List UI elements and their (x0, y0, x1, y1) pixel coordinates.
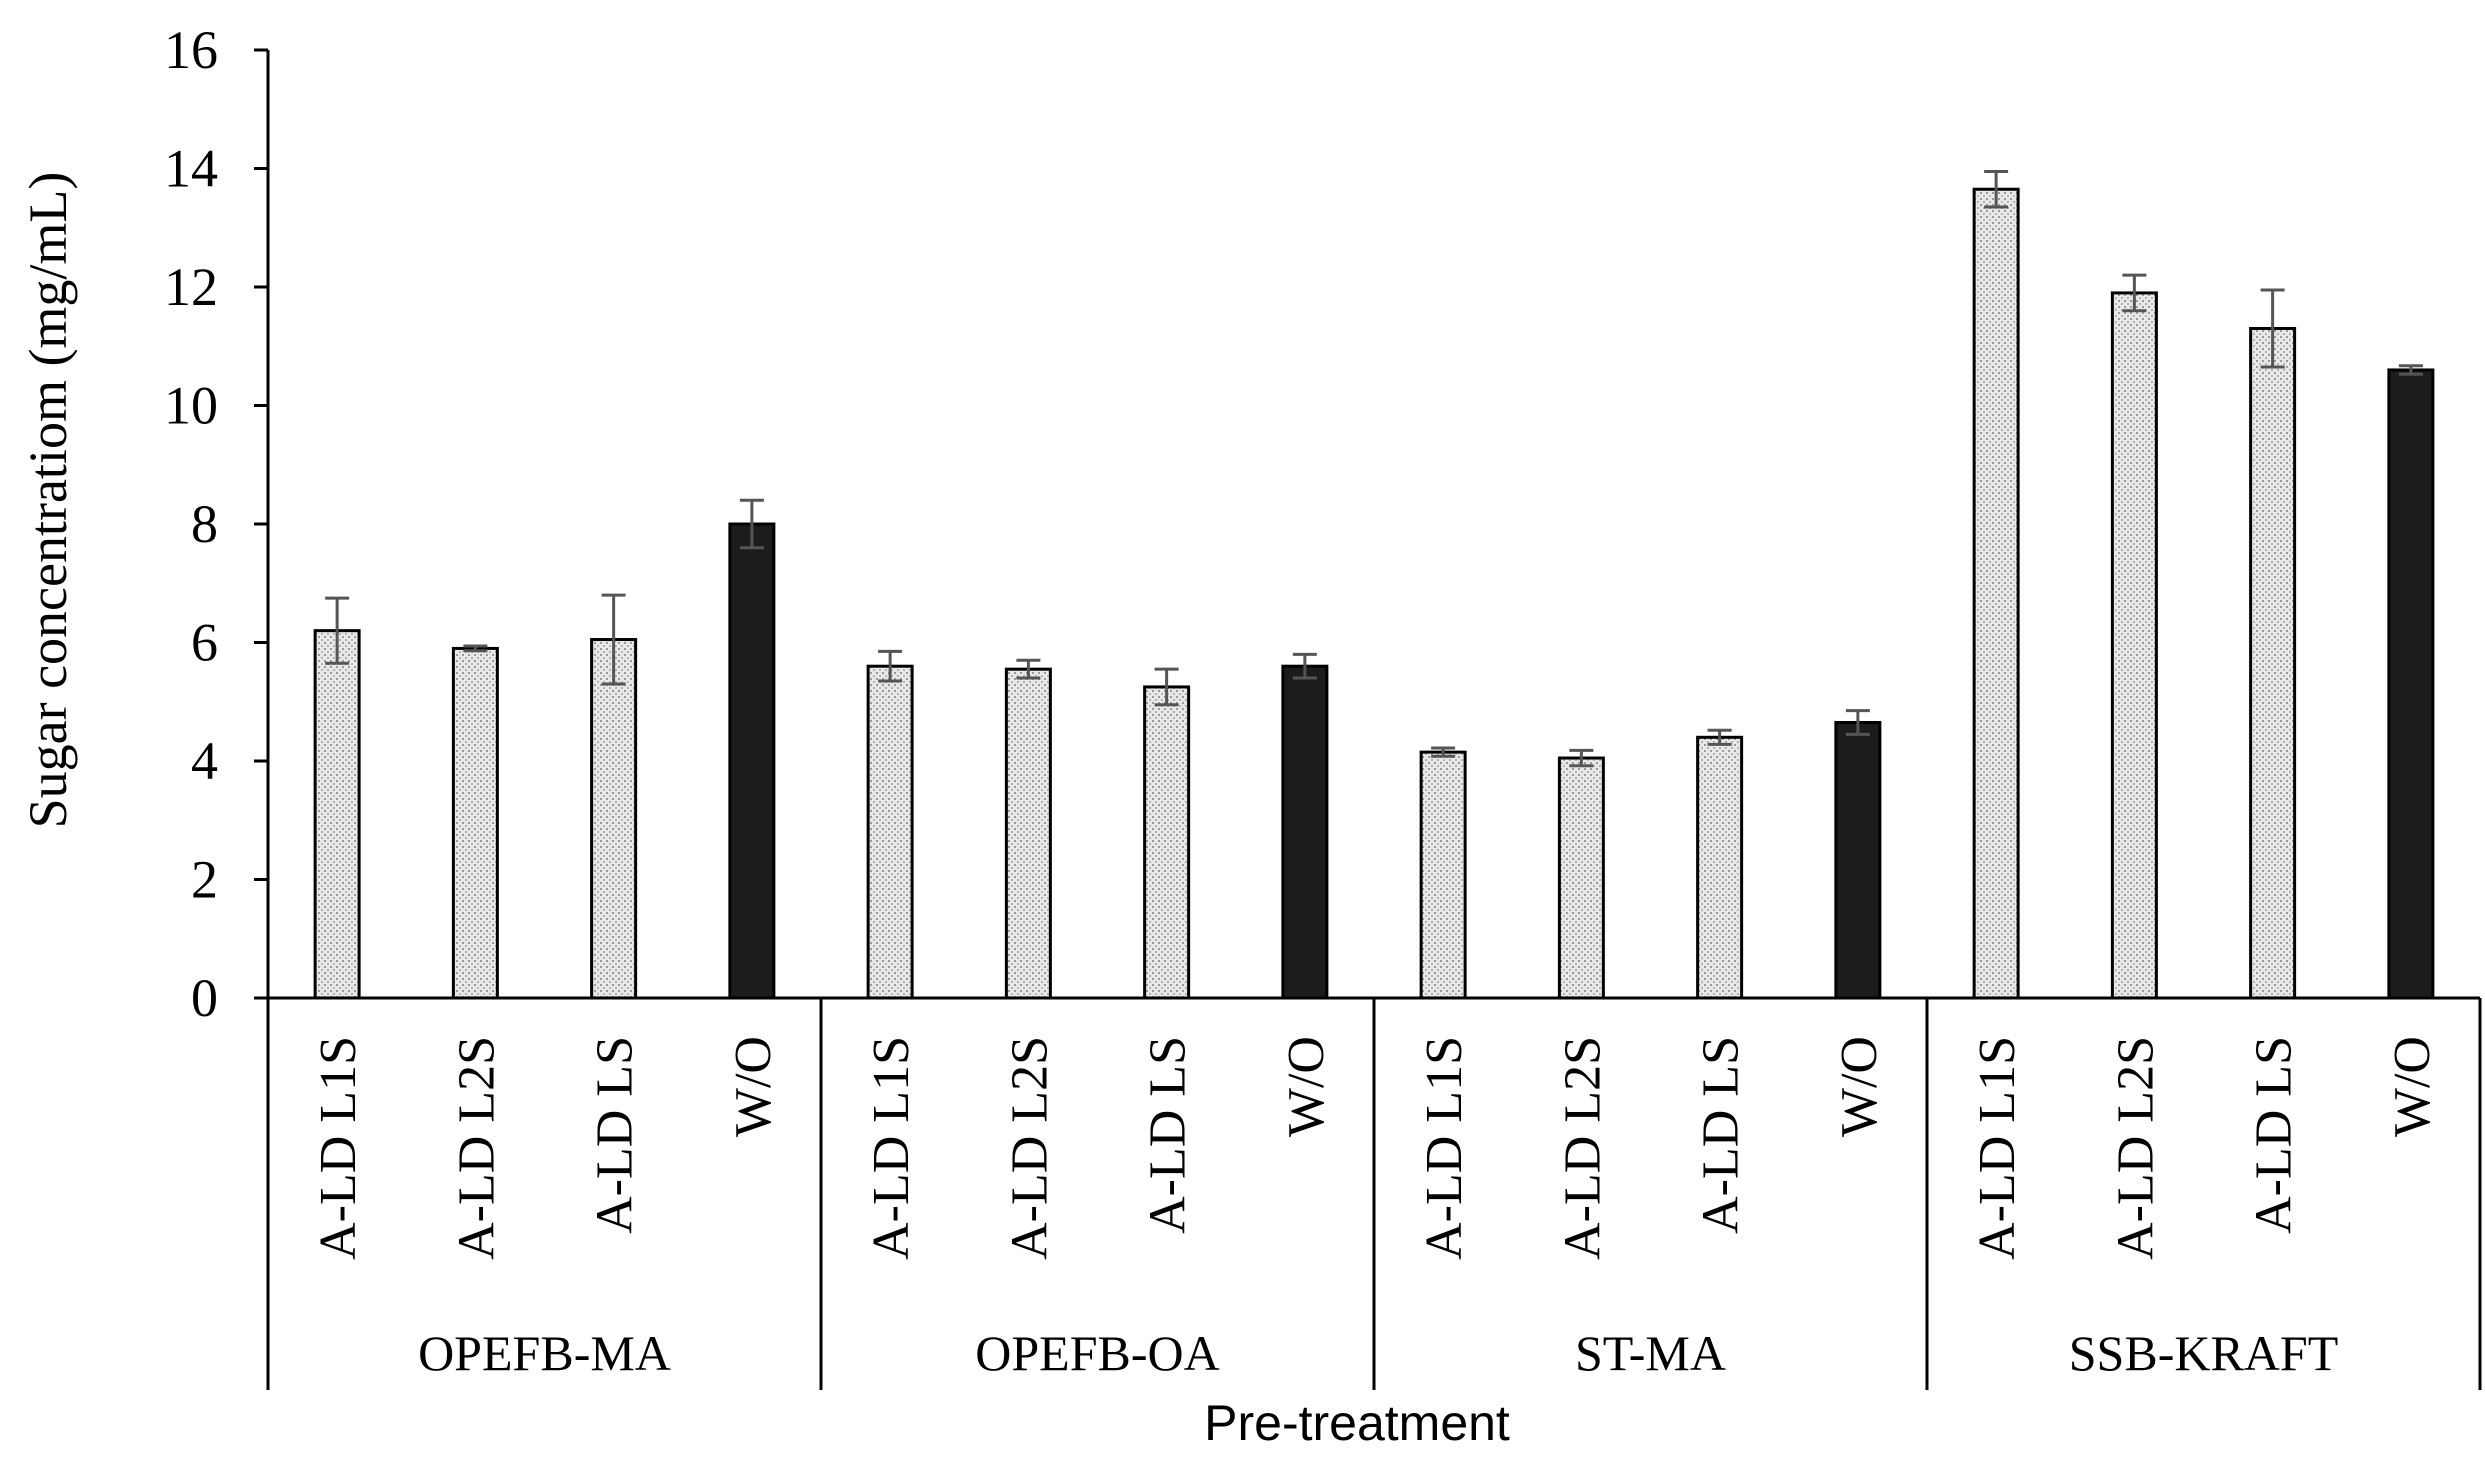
bar (1281, 664, 1329, 1000)
category-labels: A-LD L1S A-LD L2S A-LD LS W/O OPEFB-MA A-LD L… (310, 1036, 2441, 1381)
bar-category-label: A-LD L2S (448, 1036, 505, 1260)
bar (1834, 720, 1882, 1000)
y-tick-label: 14 (164, 139, 218, 199)
bar-category-label: W/O (2384, 1036, 2441, 1137)
group-label: SSB-KRAFT (2069, 1325, 2339, 1381)
bar-category-label: A-LD L2S (2107, 1036, 2164, 1260)
y-tick-label: 10 (164, 376, 218, 436)
bar (2249, 326, 2297, 1000)
bar-category-label: A-LD L1S (1416, 1036, 1473, 1260)
y-tick-label: 4 (191, 731, 218, 791)
group-label: OPEFB-MA (418, 1325, 671, 1381)
bar-category-label: W/O (725, 1036, 782, 1137)
y-tick-label: 16 (164, 20, 218, 80)
bar (1557, 756, 1605, 1000)
bar-category-label: A-LD L2S (1554, 1036, 1611, 1260)
bars (313, 169, 2435, 1000)
bar (1696, 735, 1744, 1000)
bar (1972, 187, 2020, 1000)
y-tick-label: 12 (164, 257, 218, 317)
bar-category-label: W/O (1278, 1036, 1335, 1137)
bar-category-label: A-LD L2S (1001, 1036, 1058, 1260)
bar-category-label: A-LD LS (1140, 1036, 1197, 1234)
y-tick-label: 6 (191, 613, 218, 673)
bar (1004, 667, 1052, 1000)
y-tick-label: 0 (191, 968, 218, 1028)
bar (313, 629, 361, 1000)
bar-category-label: A-LD L1S (863, 1036, 920, 1260)
y-tick-label: 8 (191, 494, 218, 554)
bar-category-label: A-LD LS (1693, 1036, 1750, 1234)
bar (2387, 368, 2435, 1000)
bar (728, 522, 776, 1000)
bar (1419, 750, 1467, 1000)
bar (590, 638, 638, 1000)
group-label: OPEFB-OA (975, 1325, 1219, 1381)
bar-category-label: A-LD L1S (310, 1036, 367, 1260)
bar (451, 646, 499, 1000)
y-axis-label: Sugar concentratiom (mg/mL) (18, 172, 78, 829)
group-label: ST-MA (1575, 1325, 1726, 1381)
bar-category-label: A-LD LS (2246, 1036, 2303, 1234)
bar-category-label: A-LD LS (587, 1036, 644, 1234)
bar (866, 664, 914, 1000)
bar (2110, 291, 2158, 1000)
bar-category-label: A-LD L1S (1969, 1036, 2026, 1260)
x-axis-label: Pre-treatment (1204, 1395, 1510, 1451)
bar (1143, 685, 1191, 1000)
bar-category-label: W/O (1831, 1036, 1888, 1137)
y-tick-label: 2 (191, 850, 218, 910)
